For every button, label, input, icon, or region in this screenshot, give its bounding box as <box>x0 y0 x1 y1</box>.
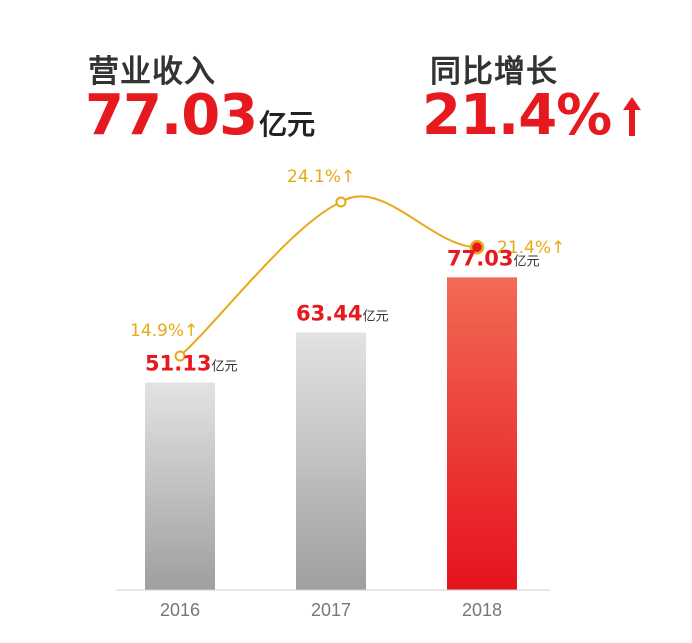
bar-2016 <box>145 382 215 590</box>
growth-heading: 同比增长 <box>430 54 558 90</box>
x-tick-label-2018: 2018 <box>462 600 502 620</box>
bar-2017 <box>296 332 366 590</box>
revenue-heading: 营业收入 <box>88 54 216 90</box>
bars-layer <box>145 277 517 590</box>
x-tick-label-2016: 2016 <box>160 600 200 620</box>
x-tick-label-2017: 2017 <box>311 600 351 620</box>
bar-value-unit: 亿元 <box>211 359 237 374</box>
revenue-summary: 77.03亿元 <box>85 88 315 144</box>
growth-summary: 21.4% <box>422 88 643 144</box>
growth-line <box>179 195 478 357</box>
growth-points-layer: 14.9%↑ 24.1%↑ 21.4%↑ <box>130 167 565 362</box>
x-axis-ticks: 2016 2017 2018 <box>160 600 502 620</box>
revenue-value: 77.03 <box>85 83 258 148</box>
growth-value: 21.4% <box>422 83 612 148</box>
bar-value-unit: 亿元 <box>513 254 539 269</box>
growth-label-2016: 14.9%↑ <box>130 321 198 341</box>
bar-value-label-2018: 77.03亿元 <box>447 246 539 270</box>
growth-point-2018 <box>469 239 485 255</box>
up-arrow-icon <box>623 97 642 136</box>
growth-point-2016 <box>174 350 186 362</box>
revenue-unit: 亿元 <box>259 108 316 141</box>
bar-value-label-2016: 51.13亿元 <box>145 351 237 375</box>
bar-value-unit: 亿元 <box>362 310 388 325</box>
bar-2018 <box>447 277 517 590</box>
growth-point-2017 <box>335 196 347 208</box>
bar-value-2017: 63.44 <box>296 302 362 326</box>
bar-value-label-2017: 63.44亿元 <box>296 302 388 326</box>
growth-label-2018: 21.4%↑ <box>497 238 565 258</box>
growth-label-2017: 24.1%↑ <box>287 167 355 187</box>
bar-value-2018: 77.03 <box>447 246 513 270</box>
bar-value-2016: 51.13 <box>145 351 211 375</box>
